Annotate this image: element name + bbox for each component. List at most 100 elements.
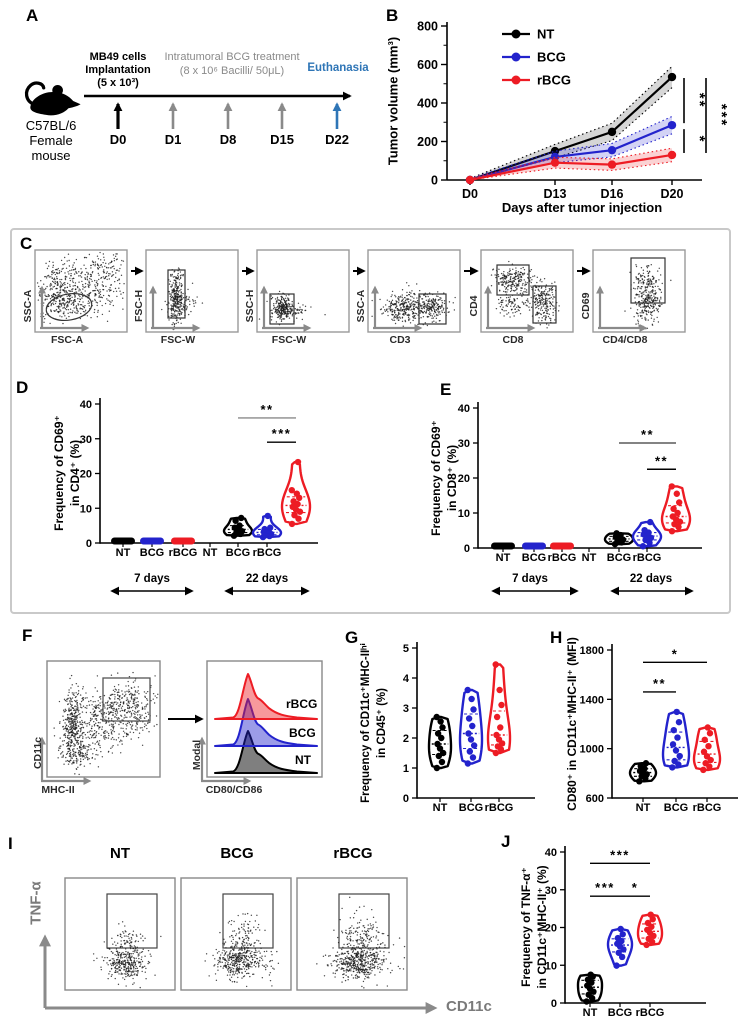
i-title-rbcg: rBCG	[333, 845, 373, 862]
mouse-caption-line3: mouse	[31, 148, 71, 163]
svg-text:0: 0	[431, 174, 438, 188]
svg-text:3: 3	[403, 703, 409, 715]
svg-text:***: ***	[610, 847, 630, 862]
svg-text:rBCG: rBCG	[548, 552, 577, 564]
b-y-axis-title: Tumor volume (mm³)	[385, 36, 401, 166]
svg-text:400: 400	[417, 97, 438, 111]
svg-text:*: *	[672, 646, 679, 661]
svg-text:BCG: BCG	[140, 547, 164, 559]
svg-text:rBCG: rBCG	[253, 547, 282, 559]
svg-text:7 days: 7 days	[512, 573, 548, 585]
i-x-axis-label: CD11c	[446, 998, 492, 1015]
svg-text:10: 10	[458, 508, 470, 520]
svg-text:D16: D16	[601, 187, 624, 201]
d-y-title-2: in CD4⁺ (%)	[68, 439, 82, 507]
svg-text:30: 30	[458, 438, 470, 450]
svg-text:10: 10	[545, 960, 557, 972]
panel-h-label: H	[550, 628, 563, 647]
mouse-icon	[24, 81, 81, 116]
svg-text:NT: NT	[636, 802, 651, 814]
panel-i-label: I	[8, 834, 13, 853]
svg-text:**: **	[260, 402, 273, 417]
f-scatter-ylabel: CD11c	[32, 736, 44, 770]
svg-text:1800: 1800	[580, 645, 604, 657]
c-plot2-ylabel: FSC-H	[133, 289, 145, 323]
svg-text:5: 5	[403, 643, 409, 655]
svg-text:rBCG: rBCG	[169, 547, 198, 559]
c-plot4-xlabel: CD3	[389, 334, 411, 346]
svg-text:1: 1	[403, 763, 409, 775]
f-series-rbcg-label: rBCG	[286, 697, 318, 711]
svg-text:40: 40	[545, 847, 557, 859]
day-label-d0: D0	[109, 132, 127, 147]
svg-text:**: **	[691, 93, 708, 109]
h-y-title: CD80⁺ in CD11c⁺MHC-II⁺ (MFI)	[565, 637, 579, 811]
svg-text:200: 200	[417, 135, 438, 149]
svg-text:rBCG: rBCG	[537, 73, 571, 88]
i-title-nt: NT	[110, 845, 130, 862]
svg-text:NT: NT	[433, 802, 448, 814]
c-plot4-ylabel: SSC-A	[355, 289, 367, 323]
svg-text:rBCG: rBCG	[693, 802, 722, 814]
mouse-caption-line2: Female	[29, 133, 73, 148]
c-plot6-ylabel: CD69	[580, 292, 592, 320]
day-label-d8: D8	[219, 132, 237, 147]
svg-text:**: **	[641, 427, 654, 442]
chart-G: 0 1 2 3 4 5 NT BCG rBCG	[403, 642, 535, 814]
svg-text:1400: 1400	[580, 694, 604, 706]
panel-c-label: C	[20, 234, 33, 253]
svg-text:22 days: 22 days	[630, 573, 672, 585]
panel-i	[39, 877, 438, 1014]
i-title-bcg: BCG	[220, 845, 254, 862]
c-plot1-ylabel: SSC-A	[22, 289, 34, 323]
day-label-d15: D15	[270, 132, 294, 147]
svg-text:4: 4	[403, 673, 410, 685]
svg-text:***: ***	[713, 104, 730, 128]
d-y-title-1: Frequency of CD69⁺	[52, 415, 66, 531]
g-y-title-1: Frequency of CD11c⁺MHC-IIʰⁱ	[360, 643, 372, 803]
svg-text:NT: NT	[116, 547, 131, 559]
svg-text:20: 20	[545, 923, 557, 935]
svg-text:10: 10	[80, 503, 92, 515]
svg-text:BCG: BCG	[226, 547, 250, 559]
implantation-line2: Implantation	[85, 64, 151, 76]
svg-text:***: ***	[272, 426, 292, 441]
svg-text:30: 30	[80, 434, 92, 446]
day-label-d22: D22	[325, 132, 349, 147]
c-plot5-ylabel: CD4	[468, 295, 480, 317]
svg-text:rBCG: rBCG	[636, 1007, 665, 1019]
svg-text:30: 30	[545, 885, 557, 897]
svg-text:800: 800	[417, 20, 438, 34]
svg-text:BCG: BCG	[664, 802, 688, 814]
panel-f	[38, 660, 323, 785]
c-plot3-xlabel: FSC-W	[271, 334, 307, 346]
svg-text:D0: D0	[462, 187, 478, 201]
svg-text:0: 0	[403, 793, 409, 805]
implantation-line3: (5 x 10³)	[97, 77, 139, 89]
b-x-axis-title: Days after tumor injection	[501, 200, 663, 215]
panel-d-label: D	[16, 378, 29, 397]
svg-text:0: 0	[86, 538, 92, 550]
panel-g-label: G	[345, 628, 359, 647]
j-y-title-2: in CD11c⁺MHC-II⁺ (%)	[535, 865, 549, 989]
panel-b-label: B	[386, 6, 399, 25]
svg-text:NT: NT	[496, 552, 511, 564]
panel-j-label: J	[501, 832, 511, 851]
day-label-d1: D1	[164, 132, 182, 147]
f-hist-xlabel: CD80/CD86	[205, 784, 263, 796]
svg-text:***: ***	[595, 880, 615, 895]
svg-text:600: 600	[586, 793, 604, 805]
svg-text:NT: NT	[582, 552, 597, 564]
c-plot5-xlabel: CD8	[502, 334, 524, 346]
c-plot6-xlabel: CD4/CD8	[602, 334, 648, 346]
i-y-axis-label: TNF-α	[27, 881, 45, 925]
svg-text:D20: D20	[661, 187, 684, 201]
svg-text:*: *	[632, 880, 639, 895]
svg-text:D13: D13	[544, 187, 567, 201]
